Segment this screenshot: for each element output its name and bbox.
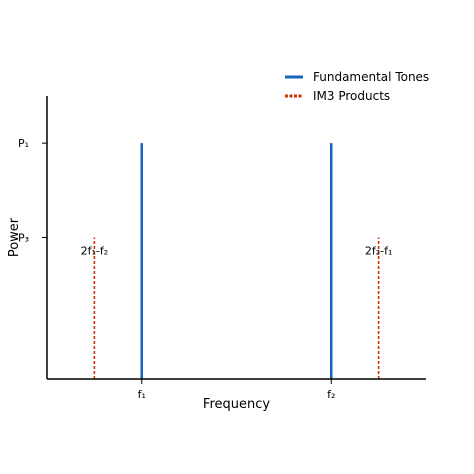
y-tick-label-1: P₁ (18, 137, 29, 150)
x-tick-label-2: f₂ (327, 388, 335, 401)
im3-annotation-2: 2f₂-f₁ (365, 245, 393, 258)
x-tick-label-1: f₁ (138, 388, 146, 401)
x-axis-label: Frequency (203, 397, 270, 412)
legend: Fundamental Tones IM3 Products (285, 70, 429, 103)
y-tick-label-2: P₃ (18, 232, 29, 245)
legend-label-1: Fundamental Tones (313, 70, 429, 84)
ticks-layer: f₁ f₂ P₁ P₃ (18, 137, 335, 401)
im3-annotation-1: 2f₁-f₂ (81, 245, 109, 258)
stems-layer (93, 143, 380, 379)
y-axis-label: Power (7, 217, 22, 257)
legend-label-2: IM3 Products (313, 89, 390, 103)
annotations-layer: 2f₁-f₂ 2f₂-f₁ (81, 245, 393, 258)
